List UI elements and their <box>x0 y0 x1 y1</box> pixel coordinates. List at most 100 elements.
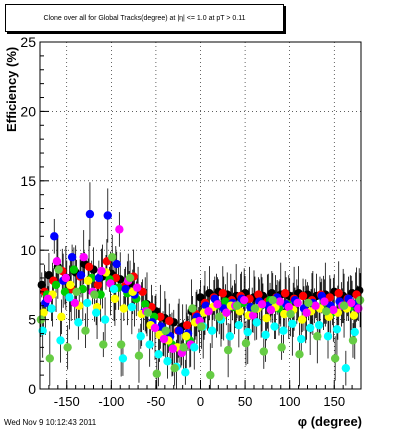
data-point <box>156 312 165 322</box>
data-point <box>323 332 333 341</box>
data-point <box>305 323 315 333</box>
data-point <box>297 315 307 324</box>
data-point <box>250 304 260 313</box>
data-point <box>348 336 358 345</box>
data-point <box>332 325 342 334</box>
chart-title: Clone over all for Global Tracks(degree)… <box>43 14 246 22</box>
data-point <box>304 298 313 308</box>
data-point <box>286 309 295 319</box>
data-point <box>295 350 304 359</box>
data-point <box>314 320 324 330</box>
data-point <box>159 334 169 344</box>
x-axis-title: φ (degree) <box>297 414 362 429</box>
data-point <box>322 307 331 316</box>
data-point <box>161 326 170 335</box>
data-point <box>268 295 277 305</box>
x-tick-label: -50 <box>147 394 166 409</box>
data-point <box>93 280 103 290</box>
data-point <box>118 354 128 363</box>
data-point <box>182 332 191 341</box>
data-point <box>85 209 95 219</box>
data-point <box>67 252 77 262</box>
y-tick-label: 10 <box>20 242 36 258</box>
data-point <box>51 280 61 290</box>
data-point <box>270 322 279 331</box>
data-point <box>170 363 179 373</box>
data-point <box>302 308 311 317</box>
data-point <box>243 327 252 337</box>
title-box: Clone over all for Global Tracks(degree)… <box>5 4 284 32</box>
data-point <box>284 302 293 312</box>
data-point <box>181 368 190 377</box>
data-point <box>222 308 231 317</box>
data-point <box>218 289 227 298</box>
data-point <box>143 308 153 317</box>
data-point <box>50 232 59 241</box>
data-point <box>215 312 224 322</box>
data-point <box>79 252 88 262</box>
data-point <box>280 309 289 319</box>
data-point <box>241 338 251 348</box>
data-point <box>207 326 217 335</box>
data-point <box>54 265 63 274</box>
data-point <box>74 318 83 327</box>
data-point <box>223 345 233 355</box>
data-point <box>163 357 172 366</box>
data-point <box>165 316 174 326</box>
data-point <box>111 273 120 283</box>
data-point <box>112 259 121 269</box>
data-point <box>239 295 249 305</box>
y-axis-title: Efficiency (%) <box>4 46 19 132</box>
x-tick-label: 150 <box>323 394 345 409</box>
data-point <box>103 211 112 220</box>
data-point <box>179 343 188 352</box>
data-point <box>350 327 359 337</box>
data-point <box>277 343 286 352</box>
data-point <box>254 290 263 299</box>
data-point <box>154 350 163 359</box>
data-point <box>96 290 105 299</box>
y-tick-label: 20 <box>20 103 36 119</box>
data-point <box>39 308 48 317</box>
data-point <box>190 343 199 352</box>
data-point <box>320 297 329 306</box>
data-point <box>248 311 258 320</box>
data-point <box>72 287 81 297</box>
data-point <box>108 252 117 262</box>
data-point <box>97 266 106 276</box>
data-points <box>36 209 365 380</box>
data-point <box>63 343 72 352</box>
y-tick-label: 25 <box>20 34 36 50</box>
data-point <box>52 257 62 266</box>
x-tick-label: 0 <box>197 394 204 409</box>
data-point <box>119 304 129 313</box>
x-tick-label: 100 <box>279 394 301 409</box>
data-point <box>279 326 288 335</box>
data-point <box>121 284 130 294</box>
data-point <box>204 307 213 316</box>
data-point <box>90 290 99 299</box>
data-point <box>69 265 79 274</box>
data-point <box>266 305 276 315</box>
data-point <box>81 326 90 335</box>
data-point <box>329 305 338 315</box>
data-point <box>346 298 356 308</box>
data-point <box>145 340 154 349</box>
data-point <box>47 304 56 313</box>
data-point <box>61 273 71 283</box>
data-point <box>83 298 92 308</box>
data-point <box>297 334 306 344</box>
data-point <box>116 340 126 349</box>
data-point <box>188 304 197 313</box>
data-point <box>257 300 267 309</box>
data-point <box>232 301 242 310</box>
data-point <box>252 318 261 327</box>
data-point <box>330 354 340 363</box>
data-point <box>262 314 271 323</box>
data-point <box>275 297 285 306</box>
y-tick-label: 0 <box>28 381 36 397</box>
timestamp: Wed Nov 9 10:12:43 2011 <box>4 418 97 427</box>
y-tick-label: 15 <box>20 173 36 189</box>
data-point <box>141 300 150 309</box>
data-point <box>197 322 206 331</box>
